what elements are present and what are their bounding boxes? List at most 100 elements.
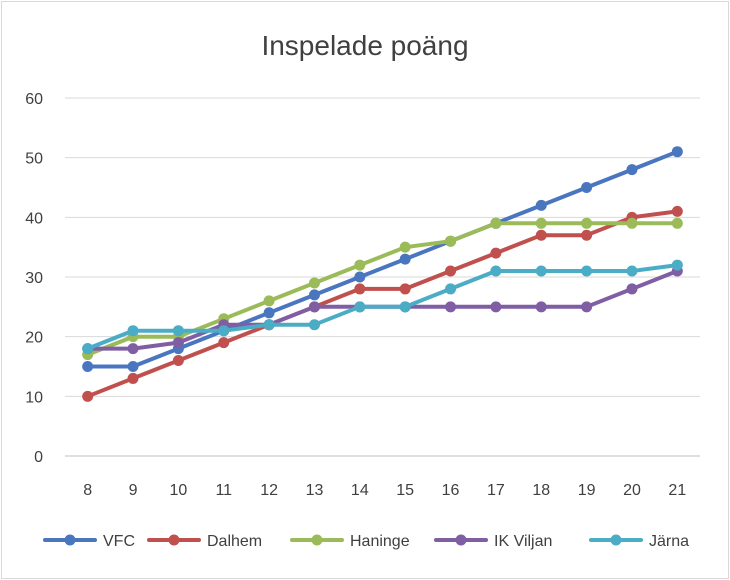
data-point bbox=[445, 235, 457, 247]
data-point bbox=[535, 229, 547, 241]
data-point bbox=[172, 325, 184, 337]
y-tick-label: 40 bbox=[25, 210, 43, 227]
data-point bbox=[308, 301, 320, 313]
data-point bbox=[490, 265, 502, 277]
data-point bbox=[581, 265, 593, 277]
y-tick-label: 60 bbox=[25, 91, 43, 108]
data-point bbox=[671, 259, 683, 271]
data-point bbox=[263, 307, 275, 319]
data-point bbox=[581, 301, 593, 313]
legend-marker bbox=[455, 534, 467, 546]
data-point bbox=[127, 361, 139, 372]
data-point bbox=[490, 247, 502, 259]
series-haninge bbox=[82, 217, 683, 361]
data-point bbox=[671, 146, 683, 158]
series-group bbox=[82, 146, 683, 402]
legend-marker bbox=[64, 534, 76, 546]
y-tick-label: 50 bbox=[25, 151, 43, 168]
x-tick-label: 21 bbox=[668, 482, 686, 499]
data-point bbox=[581, 182, 593, 193]
data-point bbox=[127, 325, 139, 337]
y-axis-ticks: 0 10 20 30 40 50 60 bbox=[25, 91, 43, 466]
data-point bbox=[218, 337, 230, 349]
data-point bbox=[82, 343, 94, 355]
x-tick-label: 20 bbox=[623, 482, 641, 499]
data-point bbox=[308, 289, 320, 301]
x-tick-label: 8 bbox=[83, 482, 92, 499]
legend-label: Järna bbox=[649, 533, 689, 550]
legend-label: Haninge bbox=[350, 533, 410, 550]
legend-marker bbox=[610, 534, 622, 546]
y-tick-label: 10 bbox=[25, 389, 43, 406]
legend-item: Haninge bbox=[290, 533, 410, 550]
series-ik-viljan bbox=[82, 265, 683, 355]
y-tick-label: 30 bbox=[25, 270, 43, 287]
series-line bbox=[85, 263, 680, 351]
x-tick-label: 16 bbox=[442, 482, 460, 499]
data-point bbox=[626, 265, 638, 277]
data-point bbox=[308, 319, 320, 331]
legend-label: VFC bbox=[103, 533, 135, 550]
data-point bbox=[172, 337, 184, 349]
legend-item: VFC bbox=[43, 533, 135, 550]
y-tick-label: 20 bbox=[25, 330, 43, 347]
data-point bbox=[354, 271, 366, 283]
x-tick-label: 18 bbox=[532, 482, 550, 499]
data-point bbox=[535, 217, 547, 229]
data-point bbox=[671, 205, 683, 217]
legend-item: Dalhem bbox=[147, 533, 262, 550]
series-järna bbox=[82, 259, 683, 355]
data-point bbox=[581, 217, 593, 229]
chart-title: Inspelade poäng bbox=[261, 30, 468, 61]
data-point bbox=[127, 343, 139, 355]
data-point bbox=[354, 259, 366, 271]
data-point bbox=[82, 361, 94, 372]
data-point bbox=[127, 372, 139, 384]
data-point bbox=[445, 265, 457, 277]
data-point bbox=[445, 301, 457, 313]
legend-item: IK Viljan bbox=[434, 533, 552, 550]
data-point bbox=[399, 283, 411, 295]
data-point bbox=[399, 301, 411, 313]
data-point bbox=[626, 164, 638, 176]
data-point bbox=[354, 301, 366, 313]
data-point bbox=[535, 265, 547, 277]
data-point bbox=[626, 283, 638, 295]
data-point bbox=[399, 241, 411, 253]
legend-marker bbox=[311, 534, 323, 546]
data-point bbox=[308, 277, 320, 289]
data-point bbox=[535, 301, 547, 313]
data-point bbox=[535, 199, 547, 211]
x-tick-label: 17 bbox=[487, 482, 505, 499]
series-line bbox=[85, 221, 680, 357]
data-point bbox=[490, 217, 502, 229]
data-point bbox=[354, 283, 366, 295]
legend-item: Järna bbox=[589, 533, 689, 550]
x-tick-label: 10 bbox=[169, 482, 187, 499]
data-point bbox=[399, 253, 411, 265]
y-tick-label: 0 bbox=[34, 449, 43, 466]
data-point bbox=[445, 283, 457, 295]
x-tick-label: 11 bbox=[215, 482, 232, 499]
data-point bbox=[581, 229, 593, 241]
legend-label: Dalhem bbox=[207, 533, 262, 550]
legend-label: IK Viljan bbox=[494, 533, 552, 550]
data-point bbox=[172, 355, 184, 367]
data-point bbox=[263, 319, 275, 331]
series-line bbox=[85, 209, 680, 399]
legend: VFC Dalhem Haninge IK Viljan Järna bbox=[43, 533, 689, 550]
legend-marker bbox=[168, 534, 180, 546]
x-axis-ticks: 8 9 10 11 12 13 14 15 16 17 18 19 20 21 bbox=[83, 482, 686, 499]
data-point bbox=[671, 217, 683, 229]
data-point bbox=[82, 390, 94, 402]
x-tick-label: 14 bbox=[351, 482, 369, 499]
x-tick-label: 15 bbox=[396, 482, 414, 499]
x-tick-label: 12 bbox=[260, 482, 278, 499]
data-point bbox=[490, 301, 502, 313]
data-point bbox=[218, 325, 230, 337]
x-tick-label: 13 bbox=[306, 482, 324, 499]
series-line bbox=[85, 149, 680, 369]
data-point bbox=[626, 217, 638, 229]
gridlines bbox=[65, 97, 700, 457]
